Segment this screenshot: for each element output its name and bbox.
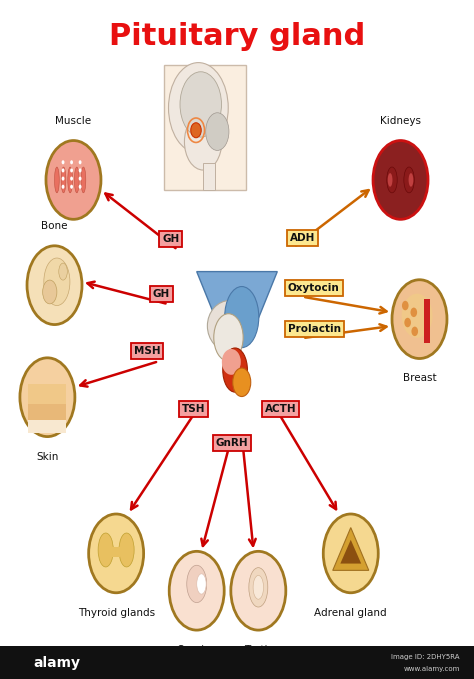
Ellipse shape (187, 565, 207, 603)
Ellipse shape (223, 348, 247, 392)
Ellipse shape (59, 263, 67, 280)
Ellipse shape (402, 293, 432, 338)
Ellipse shape (79, 168, 82, 172)
Ellipse shape (233, 368, 251, 397)
Ellipse shape (222, 349, 241, 375)
Ellipse shape (404, 167, 414, 193)
Ellipse shape (387, 167, 397, 193)
Text: Ovaries
(female): Ovaries (female) (175, 645, 219, 667)
Ellipse shape (410, 308, 417, 317)
FancyBboxPatch shape (112, 547, 120, 557)
Circle shape (191, 123, 201, 138)
Ellipse shape (253, 575, 264, 600)
Text: Breast: Breast (403, 373, 436, 384)
Text: GH: GH (162, 234, 179, 244)
Ellipse shape (411, 327, 418, 336)
FancyBboxPatch shape (164, 65, 246, 190)
Ellipse shape (404, 318, 411, 327)
Ellipse shape (62, 177, 64, 181)
Ellipse shape (43, 280, 57, 304)
Text: alamy: alamy (33, 656, 80, 669)
FancyBboxPatch shape (424, 299, 430, 343)
Ellipse shape (169, 62, 228, 153)
Circle shape (46, 141, 101, 219)
Circle shape (323, 514, 378, 593)
Circle shape (27, 246, 82, 325)
Text: Testis
(male): Testis (male) (241, 645, 275, 667)
Ellipse shape (402, 301, 409, 310)
Text: Oxytocin: Oxytocin (288, 283, 340, 293)
Ellipse shape (249, 568, 268, 607)
Ellipse shape (214, 314, 243, 361)
Circle shape (231, 551, 286, 630)
Ellipse shape (74, 167, 79, 193)
Ellipse shape (70, 185, 73, 189)
Text: Bone: Bone (41, 221, 68, 231)
FancyBboxPatch shape (28, 384, 66, 404)
Ellipse shape (98, 533, 113, 567)
Ellipse shape (207, 301, 252, 352)
Text: Adrenal gland: Adrenal gland (314, 608, 387, 618)
Text: Muscle: Muscle (55, 115, 91, 126)
Ellipse shape (68, 167, 73, 193)
Ellipse shape (62, 185, 64, 189)
Ellipse shape (70, 160, 73, 164)
PathPatch shape (340, 540, 361, 564)
Ellipse shape (197, 574, 206, 594)
Ellipse shape (79, 185, 82, 189)
Circle shape (392, 280, 447, 359)
Circle shape (20, 358, 75, 437)
Circle shape (169, 551, 224, 630)
Text: Image ID: 2DHY5RA: Image ID: 2DHY5RA (391, 654, 460, 659)
FancyBboxPatch shape (28, 404, 66, 421)
FancyBboxPatch shape (203, 163, 215, 190)
Ellipse shape (388, 173, 392, 187)
Circle shape (373, 141, 428, 219)
Ellipse shape (119, 533, 134, 567)
FancyBboxPatch shape (28, 420, 66, 433)
Ellipse shape (180, 72, 221, 137)
PathPatch shape (333, 528, 369, 570)
Ellipse shape (70, 168, 73, 172)
Ellipse shape (44, 258, 70, 306)
Text: Kidneys: Kidneys (380, 115, 421, 126)
Text: Prolactin: Prolactin (288, 324, 341, 333)
Ellipse shape (79, 177, 82, 181)
Text: Skin: Skin (36, 452, 59, 462)
Ellipse shape (62, 160, 64, 164)
Text: ACTH: ACTH (265, 404, 296, 414)
Ellipse shape (206, 113, 229, 151)
Circle shape (89, 514, 144, 593)
Text: www.alamy.com: www.alamy.com (403, 667, 460, 672)
Ellipse shape (79, 160, 82, 164)
PathPatch shape (197, 272, 277, 336)
Text: Pituitary gland: Pituitary gland (109, 22, 365, 51)
Ellipse shape (70, 177, 73, 181)
Ellipse shape (184, 113, 222, 170)
Ellipse shape (225, 287, 259, 348)
Ellipse shape (62, 168, 64, 172)
Ellipse shape (409, 173, 413, 187)
Ellipse shape (55, 167, 59, 193)
Text: MSH: MSH (134, 346, 160, 356)
Text: ADH: ADH (290, 233, 315, 242)
Text: Thyroid glands: Thyroid glands (78, 608, 155, 618)
Text: GnRH: GnRH (216, 438, 248, 447)
Ellipse shape (81, 167, 86, 193)
Ellipse shape (61, 167, 66, 193)
Text: TSH: TSH (182, 404, 205, 414)
FancyBboxPatch shape (0, 646, 474, 679)
Text: GH: GH (153, 289, 170, 299)
